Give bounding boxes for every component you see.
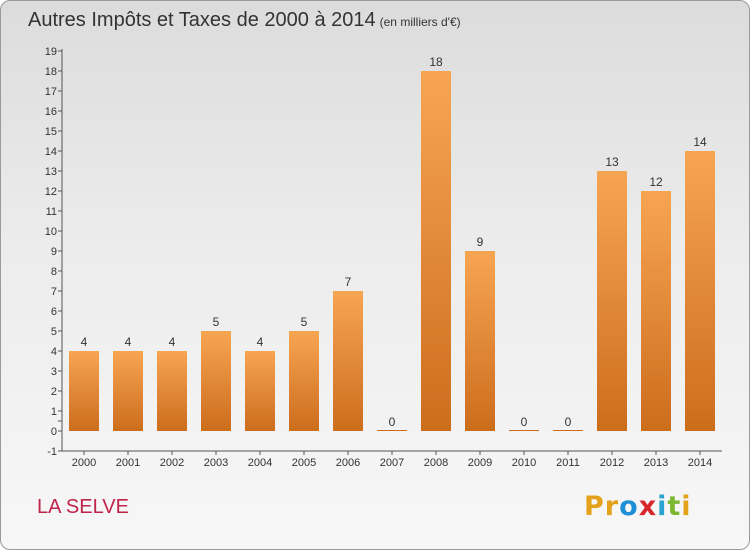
y-tick-label: 6 bbox=[51, 306, 57, 318]
bar-value-label: 0 bbox=[521, 415, 528, 429]
bar-2002 bbox=[157, 351, 187, 431]
y-tick-label: 0 bbox=[51, 426, 57, 438]
bar-2014 bbox=[685, 151, 715, 431]
x-tick-label: 2009 bbox=[468, 457, 492, 469]
y-tick-label: 12 bbox=[45, 186, 57, 198]
logo-letter: P bbox=[584, 491, 605, 522]
bar-value-label: 18 bbox=[429, 55, 443, 69]
logo-letter: i bbox=[681, 491, 692, 522]
logo-letter: i bbox=[657, 491, 668, 522]
y-tick-label: 2 bbox=[51, 386, 57, 398]
bar-value-label: 14 bbox=[693, 135, 707, 149]
x-tick-label: 2003 bbox=[204, 457, 228, 469]
x-tick-label: 2005 bbox=[292, 457, 316, 469]
bar-value-label: 9 bbox=[477, 235, 484, 249]
bar-value-label: 5 bbox=[301, 315, 308, 329]
x-tick-label: 2008 bbox=[424, 457, 448, 469]
y-tick-label: 8 bbox=[51, 266, 57, 278]
bar-value-label: 7 bbox=[345, 275, 352, 289]
y-tick-label: -1 bbox=[47, 446, 57, 458]
bar-2011 bbox=[553, 430, 583, 431]
y-tick-label: 1 bbox=[51, 406, 57, 418]
logo-letter: o bbox=[619, 491, 639, 522]
logo-letter: t bbox=[667, 491, 682, 522]
x-tick-label: 2014 bbox=[688, 457, 712, 469]
y-tick-label: 3 bbox=[51, 366, 57, 378]
x-tick-label: 2011 bbox=[556, 457, 580, 469]
logo-letter: x bbox=[638, 491, 658, 522]
bar-value-label: 4 bbox=[125, 335, 132, 349]
x-tick-label: 2006 bbox=[336, 457, 360, 469]
y-tick-label: 9 bbox=[51, 246, 57, 258]
bar-value-label: 0 bbox=[389, 415, 396, 429]
bar-2006 bbox=[333, 291, 363, 431]
bar-2013 bbox=[641, 191, 671, 431]
y-tick-label: 16 bbox=[45, 106, 57, 118]
bar-2007 bbox=[377, 430, 407, 431]
bar-2004 bbox=[245, 351, 275, 431]
y-tick-label: 17 bbox=[45, 86, 57, 98]
bar-2000 bbox=[69, 351, 99, 431]
bar-2012 bbox=[597, 171, 627, 431]
logo-letter: r bbox=[604, 491, 620, 522]
y-tick-label: 18 bbox=[45, 66, 57, 78]
x-tick-label: 2004 bbox=[248, 457, 272, 469]
y-tick-label: 13 bbox=[45, 166, 57, 178]
x-tick-label: 2007 bbox=[380, 457, 404, 469]
y-tick-label: 15 bbox=[45, 126, 57, 138]
chart-title: Autres Impôts et Taxes de 2000 à 2014 (en… bbox=[28, 9, 461, 32]
bar-2009 bbox=[465, 251, 495, 431]
y-tick-label: 11 bbox=[46, 206, 57, 218]
commune-name: LA SELVE bbox=[37, 496, 129, 518]
bar-value-label: 4 bbox=[81, 335, 88, 349]
chart-subtitle: (en milliers d'€) bbox=[379, 15, 461, 29]
bar-2003 bbox=[201, 331, 231, 431]
y-tick-label: 14 bbox=[45, 146, 57, 158]
chart-title-text: Autres Impôts et Taxes de 2000 à 2014 bbox=[28, 9, 376, 31]
bar-value-label: 0 bbox=[565, 415, 572, 429]
y-tick-label: 19 bbox=[45, 46, 57, 58]
bar-value-label: 4 bbox=[257, 335, 264, 349]
x-tick-label: 2000 bbox=[72, 457, 96, 469]
bar-2005 bbox=[289, 331, 319, 431]
bar-2010 bbox=[509, 430, 539, 431]
y-tick-label: 4 bbox=[51, 346, 57, 358]
y-tick-label: 7 bbox=[51, 286, 57, 298]
bar-value-label: 12 bbox=[649, 175, 663, 189]
proxiti-logo: Proxiti bbox=[584, 491, 692, 522]
x-tick-label: 2010 bbox=[512, 457, 536, 469]
bar-value-label: 4 bbox=[169, 335, 176, 349]
y-tick-label: 5 bbox=[51, 326, 57, 338]
x-tick-label: 2012 bbox=[600, 457, 624, 469]
x-tick-label: 2001 bbox=[116, 457, 140, 469]
bar-value-label: 5 bbox=[213, 315, 220, 329]
bar-2001 bbox=[113, 351, 143, 431]
bar-value-label: 13 bbox=[605, 155, 619, 169]
x-tick-label: 2013 bbox=[644, 457, 668, 469]
bar-2008 bbox=[421, 71, 451, 431]
x-tick-label: 2002 bbox=[160, 457, 184, 469]
y-tick-label: 10 bbox=[45, 226, 57, 238]
